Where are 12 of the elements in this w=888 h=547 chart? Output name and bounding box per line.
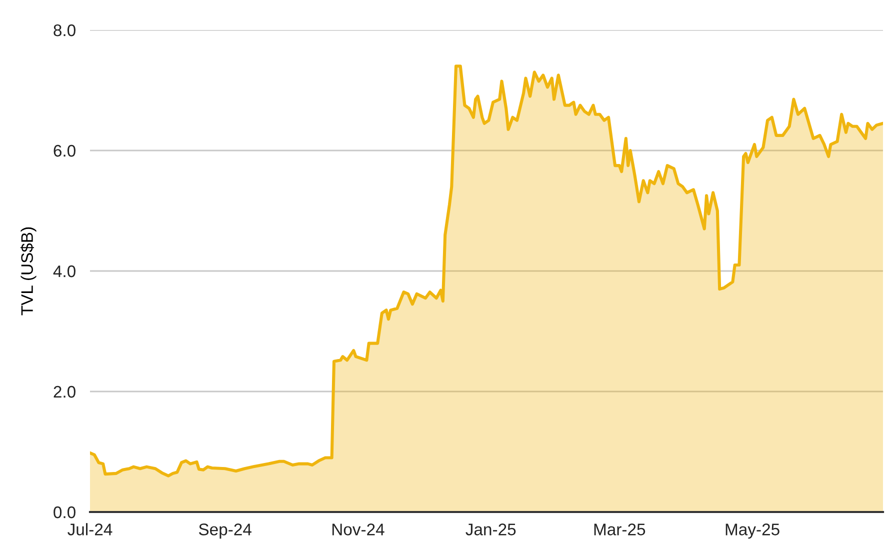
x-tick-label: May-25	[726, 524, 780, 539]
x-tick-label: Jan-25	[466, 524, 516, 536]
y-axis-title: TVL (US$B)	[20, 227, 36, 316]
y-tick-label: 2.0	[54, 386, 76, 398]
y-tick-label: 6.0	[54, 144, 76, 157]
x-tick-label: Mar-25	[594, 524, 646, 536]
x-tick-label: Jul-24	[68, 523, 112, 536]
x-tick-label: Nov-24	[332, 524, 384, 536]
y-tick-label: 8.0	[54, 24, 76, 36]
y-tick-label: 4.0	[53, 265, 76, 278]
y-tick-label: 0.0	[54, 506, 76, 518]
x-tick-label: Sep-24	[198, 524, 252, 539]
